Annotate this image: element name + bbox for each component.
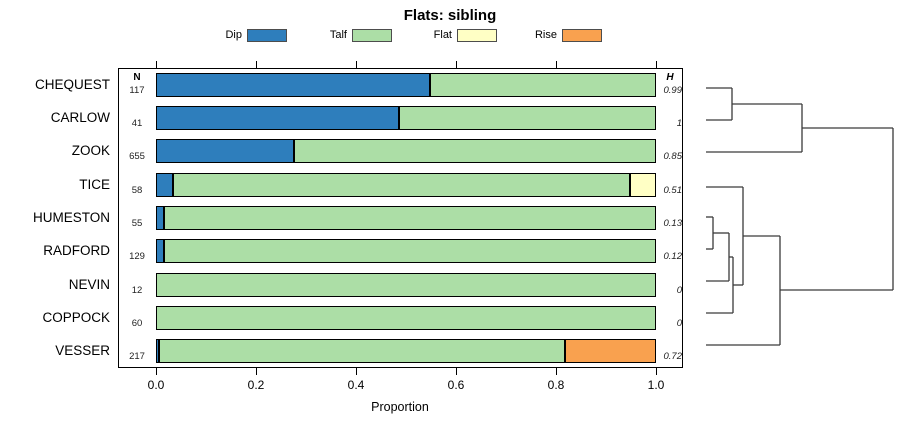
h-value: 0 (676, 284, 682, 296)
category-label: NEVIN (68, 276, 110, 292)
h-value: 0.85 (663, 151, 683, 163)
x-axis-tick-label: 0.6 (447, 378, 465, 392)
n-value: 12 (131, 284, 143, 296)
legend-label-dip: Dip (225, 29, 242, 41)
h-value: 0.72 (663, 351, 683, 363)
bar-segment-dip (156, 106, 399, 130)
x-axis-tick-top (355, 61, 357, 68)
bar-segment-talf (156, 306, 656, 330)
bar-segment-talf (293, 139, 656, 164)
x-axis-tick-top (255, 61, 257, 68)
legend-label-rise: Rise (534, 29, 557, 41)
bar-segment-dip (156, 206, 164, 230)
h-value: 0.13 (663, 218, 683, 229)
x-axis-tick-bottom (655, 368, 657, 375)
x-axis-label: Proportion (371, 400, 429, 414)
category-label: COPPOCK (42, 310, 110, 325)
n-value: 217 (129, 351, 145, 363)
h-column-header: H (666, 72, 674, 83)
n-value: 60 (131, 318, 143, 329)
category-label: TICE (79, 176, 110, 192)
x-axis-tick-bottom (155, 368, 157, 375)
bar-segment-dip (156, 339, 159, 364)
category-label: CHEQUEST (34, 76, 110, 92)
bar-segment-dip (156, 139, 294, 164)
x-axis-tick-top (155, 61, 157, 68)
n-value: 58 (131, 184, 143, 196)
category-label: HUMESTON (32, 210, 110, 225)
n-value: 55 (131, 218, 143, 229)
legend-label-flat: Flat (433, 29, 452, 41)
category-label: VESSER (55, 343, 110, 359)
plot-panel (118, 68, 683, 368)
n-value: 655 (129, 151, 145, 163)
bar-segment-dip (156, 172, 173, 197)
x-axis-tick-label: 0.8 (547, 378, 565, 392)
x-axis-tick-top (655, 61, 657, 68)
n-value: 117 (129, 84, 145, 96)
bar-segment-rise (564, 339, 656, 364)
legend-label-talf: Talf (329, 29, 347, 41)
x-axis-tick-bottom (555, 368, 557, 375)
x-axis-tick-label: 0.4 (347, 378, 365, 392)
h-value: 0.99 (663, 84, 683, 96)
category-label: RADFORD (43, 243, 110, 259)
bar-segment-talf (159, 339, 565, 364)
legend-swatch-dip (247, 29, 287, 42)
legend-swatch-flat (457, 29, 497, 42)
x-axis-tick-label: 0.2 (247, 378, 265, 392)
x-axis-tick-top (455, 61, 457, 68)
h-value: 1 (676, 118, 682, 129)
n-value: 41 (131, 118, 143, 129)
category-label: ZOOK (71, 143, 110, 159)
legend-swatch-rise (562, 29, 602, 42)
bar-segment-flat (629, 172, 656, 197)
x-axis-tick-bottom (255, 368, 257, 375)
n-value: 129 (129, 251, 145, 263)
x-axis-tick-label: 0.0 (147, 378, 165, 392)
x-axis-tick-bottom (455, 368, 457, 375)
category-label: CARLOW (50, 110, 110, 125)
bar-segment-talf (164, 206, 656, 230)
legend-swatch-talf (352, 29, 392, 42)
chart-title: Flats: sibling (403, 7, 497, 24)
bar-segment-dip (156, 239, 164, 264)
bar-segment-dip (156, 72, 430, 97)
h-value: 0.12 (663, 251, 683, 263)
x-axis-tick-bottom (355, 368, 357, 375)
bar-segment-talf (163, 239, 656, 264)
h-value: 0 (676, 318, 682, 329)
bar-segment-talf (399, 106, 656, 130)
bar-segment-talf (172, 172, 630, 197)
n-column-header: N (133, 72, 141, 83)
bar-segment-talf (156, 272, 656, 297)
bar-segment-talf (429, 72, 656, 97)
x-axis-tick-label: 1.0 (647, 378, 665, 392)
h-value: 0.51 (663, 184, 683, 196)
x-axis-tick-top (555, 61, 557, 68)
